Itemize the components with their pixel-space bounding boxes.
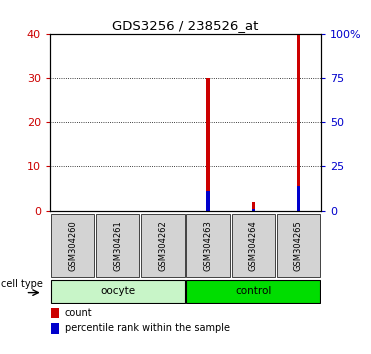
Text: count: count bbox=[65, 308, 92, 318]
Text: GSM304263: GSM304263 bbox=[204, 220, 213, 270]
Bar bbox=[297, 34, 300, 211]
Text: percentile rank within the sample: percentile rank within the sample bbox=[65, 323, 230, 333]
Title: GDS3256 / 238526_at: GDS3256 / 238526_at bbox=[112, 19, 259, 33]
Text: GSM304265: GSM304265 bbox=[294, 220, 303, 270]
Bar bbox=[186, 280, 320, 303]
Bar bbox=[297, 186, 300, 211]
Bar bbox=[277, 214, 320, 276]
Bar bbox=[252, 209, 255, 211]
Bar bbox=[51, 214, 94, 276]
Bar bbox=[141, 214, 185, 276]
Text: GSM304264: GSM304264 bbox=[249, 220, 258, 270]
Text: control: control bbox=[235, 286, 272, 296]
Bar bbox=[51, 280, 185, 303]
Text: GSM304262: GSM304262 bbox=[158, 220, 167, 270]
Text: oocyte: oocyte bbox=[100, 286, 135, 296]
Bar bbox=[207, 78, 210, 211]
Bar bbox=[96, 214, 139, 276]
Bar bbox=[51, 308, 59, 319]
Bar bbox=[207, 191, 210, 211]
Bar bbox=[186, 214, 230, 276]
Text: cell type: cell type bbox=[1, 279, 43, 289]
Text: GSM304261: GSM304261 bbox=[113, 220, 122, 270]
Text: GSM304260: GSM304260 bbox=[68, 220, 77, 270]
Bar bbox=[252, 202, 255, 211]
Bar bbox=[51, 323, 59, 333]
Bar bbox=[232, 214, 275, 276]
